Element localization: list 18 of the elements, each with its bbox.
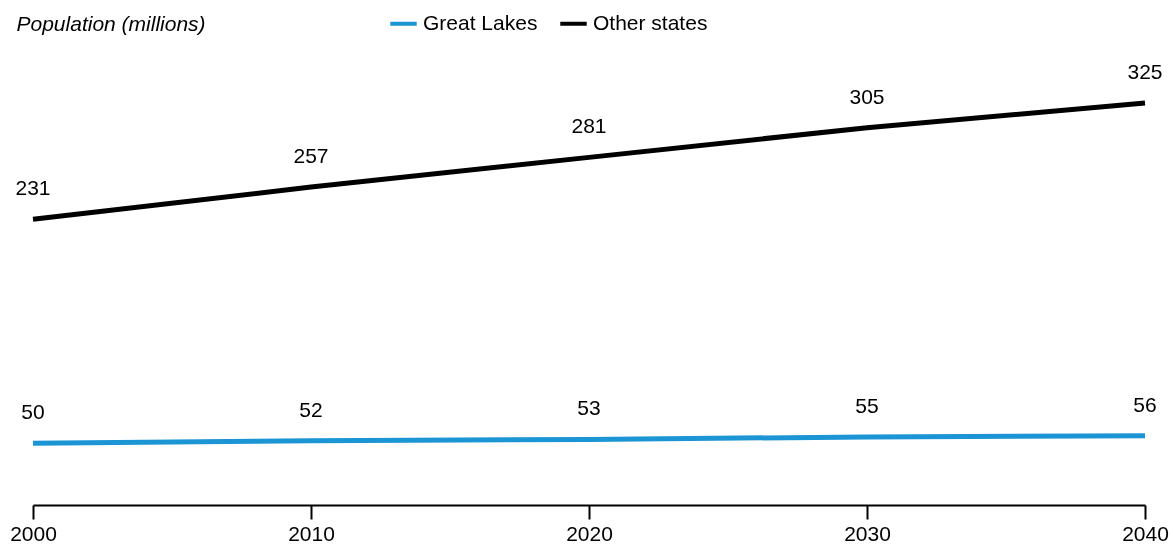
x-tick-label: 2040 (1122, 521, 1169, 545)
data-label: 257 (293, 144, 329, 168)
data-label: 231 (15, 176, 51, 200)
x-tick-label: 2010 (288, 521, 335, 545)
data-label: 281 (571, 114, 607, 138)
data-label: 50 (21, 400, 45, 424)
data-label: 55 (855, 393, 879, 417)
data-label: 52 (299, 397, 323, 421)
y-axis-title: Population (millions) (16, 11, 206, 35)
legend-label: Other states (593, 10, 708, 34)
x-tick-label: 2020 (566, 521, 613, 545)
data-label: 56 (1133, 392, 1157, 416)
data-label: 305 (849, 84, 885, 108)
legend-label: Great Lakes (423, 10, 538, 34)
data-label: 53 (577, 396, 601, 420)
data-label: 325 (1127, 59, 1163, 83)
x-tick-label: 2030 (844, 521, 891, 545)
x-tick-label: 2000 (10, 521, 57, 545)
